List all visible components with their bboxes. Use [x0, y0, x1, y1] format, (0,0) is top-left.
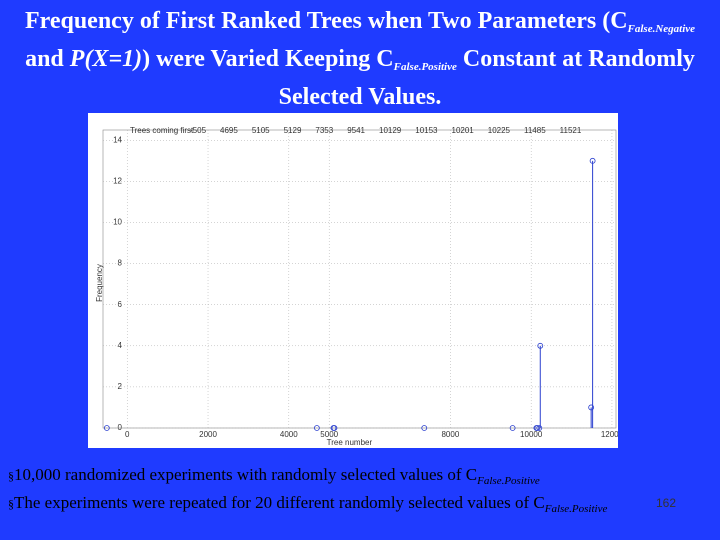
- annotation-value: 11521: [560, 126, 582, 135]
- x-tick-label: 4000: [280, 430, 298, 439]
- stem-marker: [509, 425, 516, 431]
- stem-marker: [331, 425, 338, 431]
- x-axis-label: Tree number: [327, 438, 373, 447]
- text-run: The experiments were repeated for 20 dif…: [14, 493, 545, 512]
- annotation-value: 9541: [347, 126, 365, 135]
- x-tick-label: 5000: [320, 430, 338, 439]
- annotation-value: 10225: [488, 126, 511, 135]
- y-axis-label: Frequency: [95, 264, 104, 302]
- y-tick-label: 6: [118, 300, 123, 309]
- y-tick-label: 12: [113, 176, 122, 185]
- text-run: P(X=1): [69, 46, 143, 72]
- annotation: Trees coming first: [130, 126, 194, 135]
- x-tick-label: 2000: [199, 430, 217, 439]
- annotation-value: 10153: [415, 126, 438, 135]
- annotation-value: -505: [190, 126, 207, 135]
- annotation-value: 11485: [524, 126, 546, 135]
- bullet-marker: §: [8, 469, 14, 483]
- stem-marker: [588, 404, 595, 411]
- plot-frame: [102, 129, 617, 429]
- y-tick-label: 0: [118, 423, 123, 432]
- chart: 0 2 4 6 8 10 12 14 0 2000 4000 5000 8000 10000 12000 Tr…: [88, 113, 618, 448]
- text-run: False.Positive: [544, 503, 608, 515]
- x-tick-label: 10000: [520, 430, 543, 439]
- annotation-value: 10201: [452, 126, 475, 135]
- text-run: False.Negative: [627, 23, 696, 35]
- annotation-value: 5105: [252, 126, 270, 135]
- bullet: §The experiments were repeated for 20 di…: [8, 492, 648, 520]
- bullet: §10,000 randomized experiments with rand…: [8, 464, 648, 492]
- annotation-value: 5129: [284, 126, 302, 135]
- stem-marker: [103, 425, 110, 431]
- annotation-value: 4695: [220, 126, 238, 135]
- text-run: False.Positive: [393, 61, 457, 73]
- x-tick-label: 12000: [601, 430, 618, 439]
- page-number: 162: [656, 496, 677, 510]
- annotation-value: 10129: [379, 126, 402, 135]
- bullet-marker: §: [8, 497, 14, 511]
- text-run: Frequency of First Ranked Trees when Two…: [24, 8, 628, 34]
- text-run: 10,000 randomized experiments with rando…: [14, 465, 478, 484]
- bullet-list: §10,000 randomized experiments with rand…: [8, 464, 648, 520]
- y-tick-label: 8: [118, 259, 123, 268]
- stem-marker: [537, 342, 544, 349]
- stem-marker: [536, 425, 543, 431]
- stem-marker: [589, 157, 596, 164]
- stem-marker: [313, 425, 320, 431]
- slide-title: Frequency of First Ranked Trees when Two…: [10, 6, 710, 112]
- text-run: False.Positive: [477, 475, 540, 487]
- y-tick-label: 10: [113, 218, 122, 227]
- y-tick-label: 4: [118, 341, 123, 350]
- y-tick-label: 14: [113, 135, 122, 144]
- x-tick-label: 8000: [441, 430, 459, 439]
- y-tick-label: 2: [118, 382, 123, 391]
- x-tick-label: 0: [125, 430, 130, 439]
- annotation-value: 7353: [315, 126, 333, 135]
- text-run: Constant at Randomly Selected Values.: [278, 46, 695, 110]
- stem-marker: [421, 425, 428, 431]
- text-run: and: [25, 46, 70, 72]
- text-run: ) were Varied Keeping C: [142, 46, 394, 72]
